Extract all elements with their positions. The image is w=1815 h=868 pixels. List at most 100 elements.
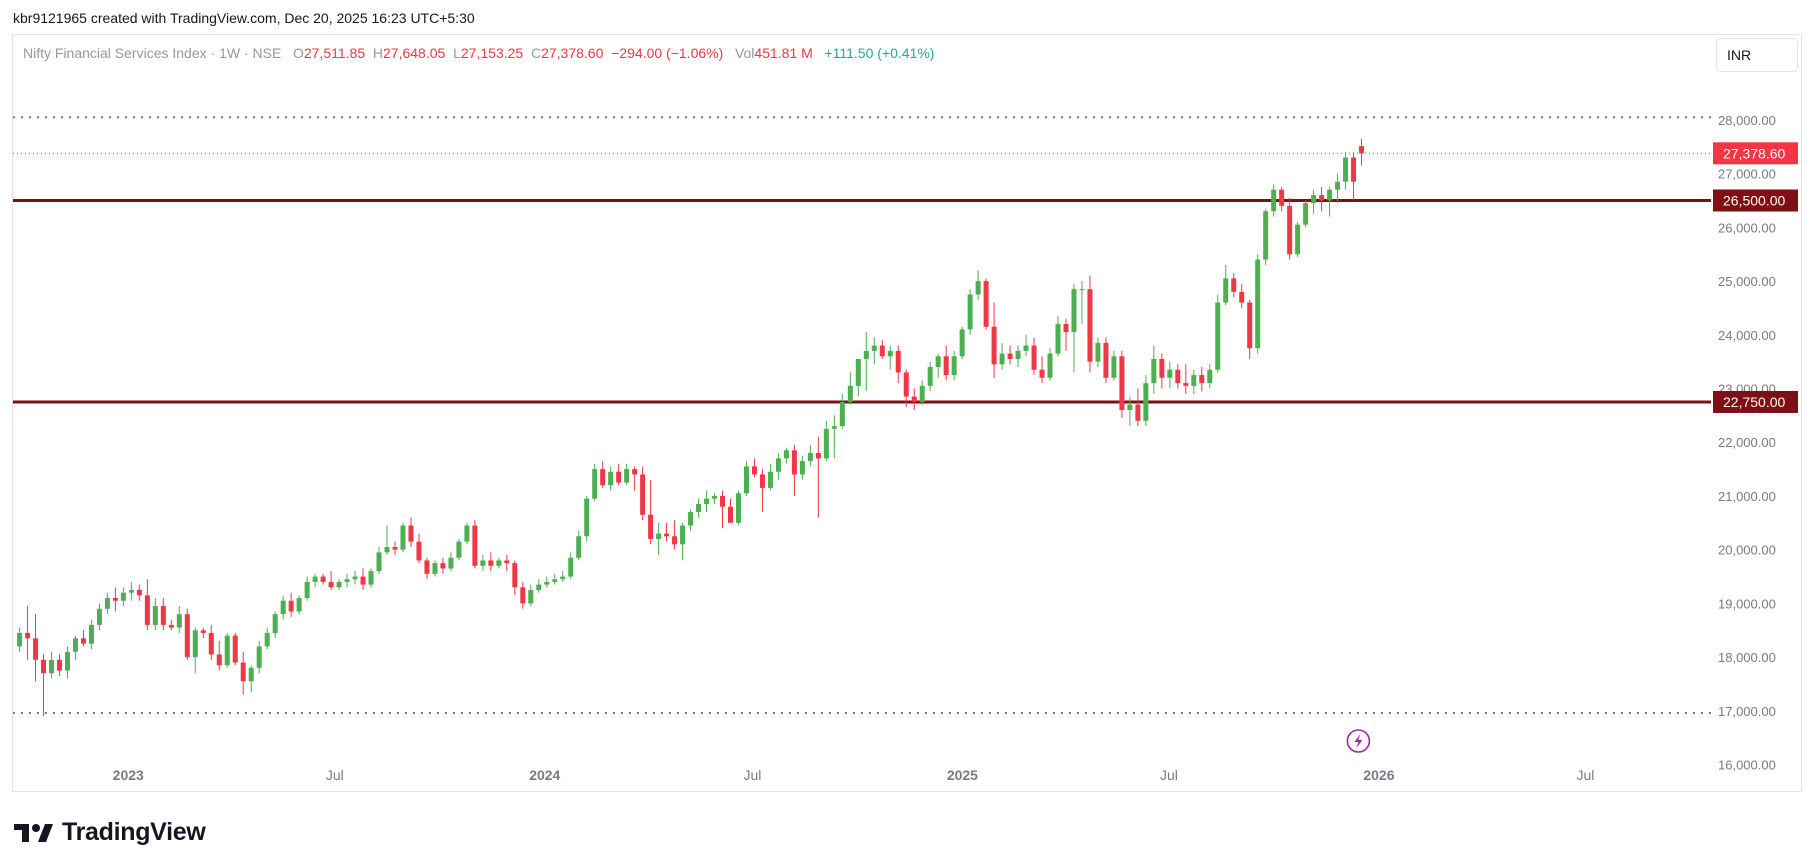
candle-body[interactable] <box>72 638 78 652</box>
candle-body[interactable] <box>839 401 845 427</box>
candle-body[interactable] <box>256 646 262 668</box>
candle-body[interactable] <box>120 592 126 601</box>
candle-body[interactable] <box>1023 345 1029 351</box>
candle-body[interactable] <box>903 372 909 397</box>
candle-body[interactable] <box>360 576 366 585</box>
candle-body[interactable] <box>688 512 694 526</box>
candle-body[interactable] <box>935 356 941 368</box>
candle-body[interactable] <box>41 659 47 674</box>
candle-body[interactable] <box>232 635 238 663</box>
candle-body[interactable] <box>528 589 534 604</box>
candle-body[interactable] <box>1199 375 1205 384</box>
candle-body[interactable] <box>1303 203 1309 225</box>
candle-body[interactable] <box>488 560 494 566</box>
candle-body[interactable] <box>664 533 670 537</box>
candle-body[interactable] <box>656 533 662 539</box>
candle-body[interactable] <box>96 608 102 625</box>
candle-body[interactable] <box>368 571 374 585</box>
candle-body[interactable] <box>759 474 765 488</box>
candle-body[interactable] <box>1319 195 1325 201</box>
candle-body[interactable] <box>1079 289 1085 291</box>
candle-body[interactable] <box>887 350 893 357</box>
currency-button[interactable]: INR <box>1716 38 1798 72</box>
candle-body[interactable] <box>416 541 422 561</box>
candle-body[interactable] <box>855 358 861 386</box>
candle-body[interactable] <box>1191 375 1197 386</box>
candle-body[interactable] <box>112 598 118 601</box>
candle-body[interactable] <box>799 461 805 475</box>
candle-body[interactable] <box>1143 383 1149 421</box>
candle-body[interactable] <box>1295 224 1301 255</box>
candle-body[interactable] <box>576 536 582 558</box>
candle-body[interactable] <box>408 525 414 542</box>
candle-body[interactable] <box>392 547 398 550</box>
candle-body[interactable] <box>592 469 598 499</box>
candle-body[interactable] <box>264 632 270 647</box>
candle-body[interactable] <box>871 345 877 351</box>
candle-body[interactable] <box>815 452 821 459</box>
candle-body[interactable] <box>1063 324 1069 333</box>
candle-body[interactable] <box>751 466 757 475</box>
candle-body[interactable] <box>168 624 174 628</box>
candle-body[interactable] <box>1343 157 1349 182</box>
candle-body[interactable] <box>272 614 278 633</box>
candle-body[interactable] <box>1255 259 1261 349</box>
candle-body[interactable] <box>376 552 382 572</box>
candle-body[interactable] <box>1007 353 1013 359</box>
candle-body[interactable] <box>1271 189 1277 212</box>
candle-body[interactable] <box>624 469 630 483</box>
candle-body[interactable] <box>496 560 502 566</box>
candle-body[interactable] <box>384 547 390 553</box>
candle-body[interactable] <box>672 536 678 545</box>
candle-body[interactable] <box>783 450 789 459</box>
candle-body[interactable] <box>88 624 94 644</box>
candle-body[interactable] <box>400 525 406 550</box>
candle-body[interactable] <box>128 589 134 593</box>
candle-body[interactable] <box>879 345 885 357</box>
candle-body[interactable] <box>600 469 606 486</box>
candle-body[interactable] <box>480 560 486 566</box>
candle-body[interactable] <box>991 326 997 365</box>
candle-body[interactable] <box>967 294 973 330</box>
candle-body[interactable] <box>57 659 63 671</box>
candle-body[interactable] <box>312 576 318 582</box>
candle-body[interactable] <box>1215 302 1221 370</box>
candle-body[interactable] <box>1039 369 1045 378</box>
candle-body[interactable] <box>791 450 797 475</box>
candle-body[interactable] <box>424 560 430 574</box>
candle-body[interactable] <box>184 614 190 658</box>
candle-body[interactable] <box>1015 350 1021 359</box>
candle-body[interactable] <box>1183 383 1189 386</box>
candle-body[interactable] <box>712 495 718 499</box>
candle-body[interactable] <box>743 466 749 494</box>
candle-body[interactable] <box>1207 369 1213 384</box>
candle-body[interactable] <box>1127 404 1133 411</box>
candle-body[interactable] <box>999 353 1005 365</box>
candle-body[interactable] <box>17 632 23 647</box>
candle-body[interactable] <box>831 426 837 429</box>
candle-body[interactable] <box>320 576 326 582</box>
candle-body[interactable] <box>608 471 614 486</box>
candle-body[interactable] <box>632 469 638 475</box>
candle-body[interactable] <box>767 471 773 488</box>
candle-body[interactable] <box>807 452 813 462</box>
candle-body[interactable] <box>200 630 206 633</box>
candle-body[interactable] <box>448 557 454 569</box>
candle-body[interactable] <box>136 589 142 596</box>
candle-body[interactable] <box>1335 181 1341 190</box>
candle-body[interactable] <box>680 525 686 545</box>
candle-body[interactable] <box>216 654 222 666</box>
candle-body[interactable] <box>775 458 781 472</box>
candle-body[interactable] <box>80 638 86 644</box>
candle-body[interactable] <box>951 356 957 376</box>
candle-body[interactable] <box>104 598 110 609</box>
candle-body[interactable] <box>1327 189 1333 201</box>
candle-body[interactable] <box>568 557 574 577</box>
candle-body[interactable] <box>248 667 254 682</box>
candle-body[interactable] <box>472 525 478 566</box>
candle-body[interactable] <box>616 471 622 483</box>
candle-body[interactable] <box>1047 353 1053 378</box>
candle-body[interactable] <box>512 563 518 588</box>
candle-body[interactable] <box>192 630 198 658</box>
